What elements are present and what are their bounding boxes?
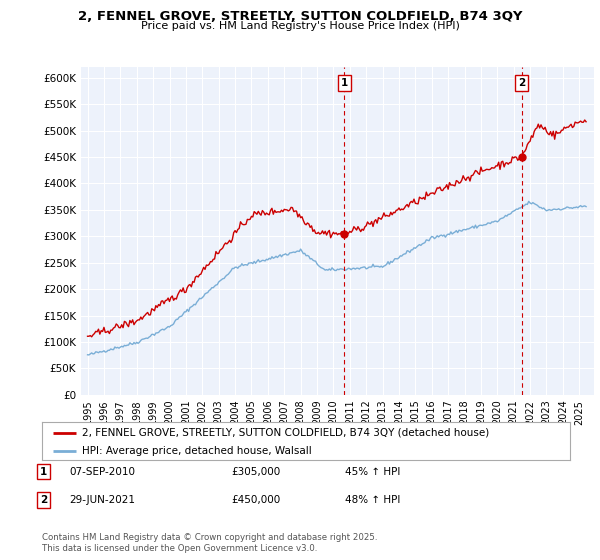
Text: 1: 1 — [40, 466, 47, 477]
Text: 48% ↑ HPI: 48% ↑ HPI — [345, 495, 400, 505]
Text: 2: 2 — [518, 78, 526, 88]
Text: 07-SEP-2010: 07-SEP-2010 — [69, 466, 135, 477]
Text: 2, FENNEL GROVE, STREETLY, SUTTON COLDFIELD, B74 3QY: 2, FENNEL GROVE, STREETLY, SUTTON COLDFI… — [78, 10, 522, 23]
Text: 2, FENNEL GROVE, STREETLY, SUTTON COLDFIELD, B74 3QY (detached house): 2, FENNEL GROVE, STREETLY, SUTTON COLDFI… — [82, 428, 489, 438]
Text: HPI: Average price, detached house, Walsall: HPI: Average price, detached house, Wals… — [82, 446, 311, 456]
Text: 29-JUN-2021: 29-JUN-2021 — [69, 495, 135, 505]
Text: 2: 2 — [40, 495, 47, 505]
Text: £450,000: £450,000 — [231, 495, 280, 505]
Text: 1: 1 — [341, 78, 348, 88]
Text: Contains HM Land Registry data © Crown copyright and database right 2025.
This d: Contains HM Land Registry data © Crown c… — [42, 533, 377, 553]
Text: 45% ↑ HPI: 45% ↑ HPI — [345, 466, 400, 477]
Text: Price paid vs. HM Land Registry's House Price Index (HPI): Price paid vs. HM Land Registry's House … — [140, 21, 460, 31]
Text: £305,000: £305,000 — [231, 466, 280, 477]
